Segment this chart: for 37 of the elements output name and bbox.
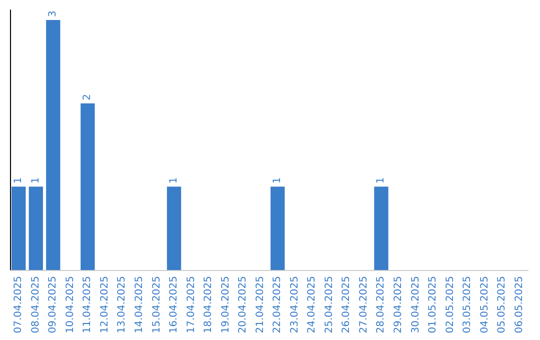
x-tick-label: 09.04.2025 bbox=[48, 276, 59, 334]
x-tick-label: 22.04.2025 bbox=[272, 276, 284, 334]
x-tick-label: 12.04.2025 bbox=[99, 276, 110, 334]
x-tick-label: 27.04.2025 bbox=[358, 276, 370, 334]
x-tick-label: 23.04.2025 bbox=[289, 276, 300, 334]
data-label: 2 bbox=[82, 94, 94, 100]
x-tick-label: 15.04.2025 bbox=[151, 276, 162, 334]
x-tick-label: 03.05.2025 bbox=[462, 276, 474, 334]
x-tick-label: 10.04.2025 bbox=[64, 276, 76, 334]
x-tick-label: 17.04.2025 bbox=[186, 276, 197, 334]
data-label: 1 bbox=[376, 177, 387, 184]
x-tick-label: 14.04.2025 bbox=[134, 276, 145, 334]
x-tick-label: 02.05.2025 bbox=[444, 276, 456, 334]
x-tick-label: 16.04.2025 bbox=[168, 276, 180, 334]
x-tick-label: 13.04.2025 bbox=[116, 276, 128, 334]
x-tick-label: 08.04.2025 bbox=[30, 276, 42, 334]
data-label: 1 bbox=[168, 177, 180, 184]
data-label: 1 bbox=[272, 177, 284, 184]
x-tick-label: 05.05.2025 bbox=[496, 276, 508, 334]
x-tick-label: 25.04.2025 bbox=[324, 276, 335, 334]
x-tick-label: 24.04.2025 bbox=[306, 276, 318, 334]
x-tick-label: 21.04.2025 bbox=[254, 276, 266, 334]
x-tick-label: 30.04.2025 bbox=[410, 276, 422, 334]
data-label: 1 bbox=[30, 177, 42, 184]
x-tick-label: 11.04.2025 bbox=[82, 276, 94, 334]
x-tick-label: 28.04.2025 bbox=[376, 276, 387, 334]
x-tick-label: 01.05.2025 bbox=[428, 276, 439, 334]
x-tick-label: 26.04.2025 bbox=[341, 276, 352, 334]
data-label: 3 bbox=[48, 10, 59, 17]
x-tick-label: 06.05.2025 bbox=[514, 276, 525, 334]
x-tick-label: 19.04.2025 bbox=[220, 276, 232, 334]
x-tick-label: 07.04.2025 bbox=[13, 276, 24, 334]
data-label: 1 bbox=[13, 177, 24, 184]
x-tick-label: 18.04.2025 bbox=[203, 276, 214, 334]
x-tick-label: 20.04.2025 bbox=[238, 276, 249, 334]
x-tick-label: 04.05.2025 bbox=[479, 276, 490, 334]
x-tick-label: 29.04.2025 bbox=[393, 276, 404, 334]
